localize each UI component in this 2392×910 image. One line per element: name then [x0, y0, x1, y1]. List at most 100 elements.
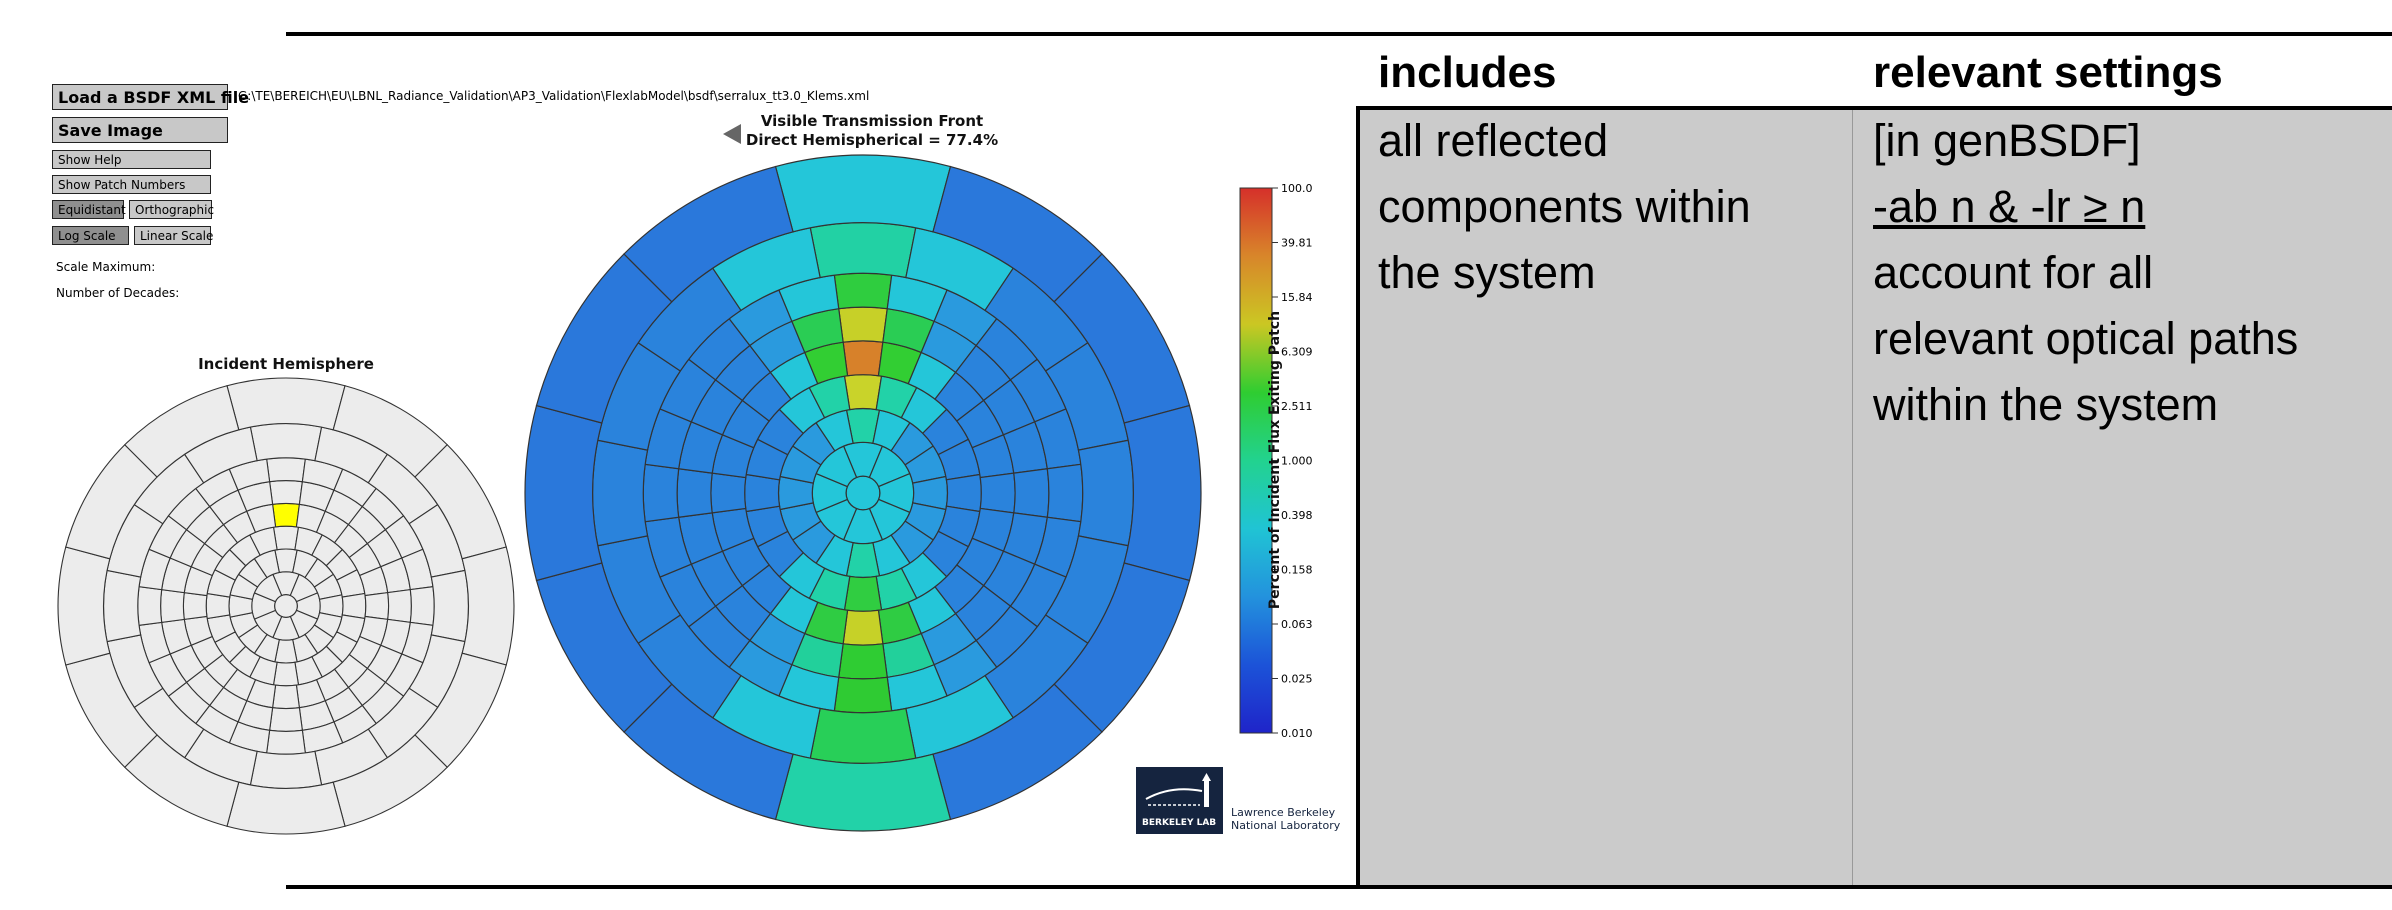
exiting-patch[interactable]: [842, 609, 884, 646]
incident-patch[interactable]: [226, 377, 346, 431]
incident-patch[interactable]: [409, 586, 435, 626]
load-bsdf-button[interactable]: Load a BSDF XML file: [52, 84, 249, 110]
number-of-decades-label: Number of Decades:: [56, 286, 180, 300]
exiting-title-line1: Visible Transmission Front: [760, 112, 984, 130]
exiting-patch[interactable]: [710, 472, 747, 514]
incident-patch[interactable]: [160, 589, 185, 623]
save-image-button[interactable]: Save Image: [52, 117, 228, 143]
exiting-patch[interactable]: [809, 222, 917, 279]
colorbar-tick-label: 0.010: [1281, 727, 1313, 740]
col1-line-0: all reflected: [1378, 115, 1609, 166]
exiting-patch[interactable]: [1013, 468, 1050, 518]
incident-patch[interactable]: [266, 729, 306, 755]
header-rule: [1358, 106, 2392, 110]
exiting-hemisphere-diagram[interactable]: [523, 153, 1203, 833]
incident-patch[interactable]: [57, 546, 111, 666]
colorbar-gradient: [1239, 187, 1273, 734]
colorbar-tick-label: 0.025: [1281, 673, 1313, 686]
incident-patch[interactable]: [249, 750, 323, 789]
left-triangle-icon[interactable]: [723, 124, 741, 144]
colorbar-label: Percent of Incident Flux Exiting Patch: [1267, 310, 1283, 610]
col2-line-ab-lr: -ab n & -lr ≥ n: [1873, 181, 2146, 232]
exiting-patch[interactable]: [524, 404, 603, 582]
exiting-patch[interactable]: [979, 472, 1016, 514]
exiting-patch[interactable]: [843, 374, 883, 411]
incident-patch[interactable]: [341, 592, 367, 620]
exiting-patch[interactable]: [1123, 404, 1202, 582]
incident-hemisphere-title: Incident Hemisphere: [198, 355, 374, 373]
incident-patch[interactable]: [103, 569, 142, 643]
incident-patch[interactable]: [271, 502, 301, 528]
linear-scale-button[interactable]: Linear Scale: [134, 226, 213, 245]
incident-patch[interactable]: [272, 661, 300, 687]
exiting-patch[interactable]: [642, 463, 680, 523]
exiting-patch[interactable]: [1077, 439, 1134, 547]
col2-rest-line-1: relevant optical paths: [1873, 313, 2299, 364]
exiting-patch[interactable]: [838, 306, 888, 343]
incident-patch[interactable]: [205, 592, 231, 620]
col1-text: all reflected components within the system: [1378, 108, 1751, 306]
incident-patch[interactable]: [364, 591, 390, 621]
exiting-patch[interactable]: [774, 753, 952, 832]
file-path-text: G:\TE\BEREICH\EU\LBNL_Radiance_Validatio…: [238, 89, 870, 103]
col2-rest-line-0: account for all: [1873, 247, 2154, 298]
exiting-patch[interactable]: [1046, 463, 1084, 523]
table-body: [1358, 110, 2392, 885]
exiting-patch[interactable]: [833, 272, 893, 310]
logo-building-icon: [1145, 773, 1211, 807]
colorbar-tick-label: 1.000: [1281, 455, 1313, 468]
exiting-patch[interactable]: [623, 165, 794, 303]
colorbar-tick-label: 100.0: [1281, 182, 1313, 195]
colorbar-tick-label: 0.158: [1281, 564, 1313, 577]
col1-header: includes: [1378, 48, 1557, 97]
colorbar: 100.0 39.81 15.84 6.309 2.511 1.000 0.398 0.158…: [1239, 182, 1313, 740]
col1-line-2: the system: [1378, 247, 1596, 298]
incident-patch[interactable]: [269, 707, 303, 732]
incident-patch[interactable]: [461, 546, 515, 666]
show-patch-numbers-button[interactable]: Show Patch Numbers: [52, 175, 211, 194]
incident-patch[interactable]: [182, 591, 208, 621]
incident-patch[interactable]: [266, 457, 306, 483]
col1-line-1: components within: [1378, 181, 1751, 232]
logo-name: Lawrence Berkeley National Laboratory: [1231, 806, 1340, 832]
colorbar-tick-label: 2.511: [1281, 400, 1313, 413]
incident-patch[interactable]: [269, 480, 303, 505]
col2-text: [in genBSDF] -ab n & -lr ≥ n account for…: [1873, 108, 2298, 438]
exiting-patch[interactable]: [676, 468, 713, 518]
incident-patch[interactable]: [430, 569, 469, 643]
incident-hemisphere-diagram[interactable]: [56, 376, 516, 836]
col2-header: relevant settings: [1873, 48, 2223, 97]
incident-patch[interactable]: [226, 781, 346, 835]
col2-line-genbsdf: [in genBSDF]: [1873, 115, 2141, 166]
exiting-patch[interactable]: [945, 473, 982, 513]
scale-maximum-label: Scale Maximum:: [56, 260, 156, 274]
colorbar-tick-label: 6.309: [1281, 346, 1313, 359]
exiting-patch[interactable]: [838, 643, 888, 680]
exiting-patch[interactable]: [843, 575, 883, 612]
incident-patch[interactable]: [387, 589, 412, 623]
colorbar-tick-label: 39.81: [1281, 237, 1313, 250]
exiting-patch[interactable]: [774, 154, 952, 233]
logo-name-line1: Lawrence Berkeley: [1231, 806, 1336, 819]
incident-patch[interactable]: [272, 525, 300, 551]
column-divider: [1852, 110, 1853, 885]
top-rule: [286, 32, 2392, 36]
incident-patch[interactable]: [249, 423, 323, 462]
exiting-patch[interactable]: [744, 473, 781, 513]
colorbar-tick-label: 15.84: [1281, 291, 1313, 304]
equidistant-button[interactable]: Equidistant: [52, 200, 126, 219]
table-left-border: [1356, 106, 1360, 889]
incident-patch[interactable]: [124, 385, 240, 478]
incident-patch[interactable]: [137, 586, 163, 626]
exiting-patch[interactable]: [809, 707, 917, 764]
logo-name-line2: National Laboratory: [1231, 819, 1341, 832]
logo-label: BERKELEY LAB: [1142, 818, 1217, 828]
exiting-patch[interactable]: [833, 676, 893, 714]
incident-patch[interactable]: [271, 684, 301, 710]
show-help-button[interactable]: Show Help: [52, 150, 211, 169]
bottom-rule: [286, 885, 2392, 889]
exiting-patch[interactable]: [842, 340, 884, 377]
orthographic-button[interactable]: Orthographic: [129, 200, 214, 219]
log-scale-button[interactable]: Log Scale: [52, 226, 129, 245]
exiting-patch[interactable]: [592, 439, 649, 547]
